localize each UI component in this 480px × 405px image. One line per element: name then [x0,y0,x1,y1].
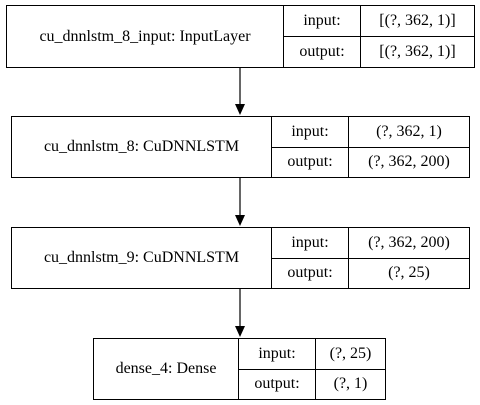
edge-lstm9-to-dense4 [235,289,245,337]
node-name: dense_4: Dense [94,339,239,399]
node-name: cu_dnnlstm_9: CuDNNLSTM [12,228,272,288]
output-label: output: [239,369,316,399]
input-shape: (?, 362, 200) [368,233,450,251]
node-dense-4: dense_4: Dense input: (?, 25) output: (?… [93,338,386,400]
input-label: input: [272,228,349,258]
output-shape: [(?, 362, 1)] [379,43,456,60]
input-label: input: [239,339,316,369]
input-label: input: [284,6,361,36]
edge-input-to-lstm8 [235,68,245,115]
node-cu-dnnlstm-8: cu_dnnlstm_8: CuDNNLSTM input: (?, 362, … [11,116,470,178]
output-label: output: [272,258,349,288]
node-cu-dnnlstm-9: cu_dnnlstm_9: CuDNNLSTM input: (?, 362, … [11,227,470,289]
input-label: input: [272,117,349,147]
node-name: cu_dnnlstm_8_input: InputLayer [7,6,284,67]
input-shape: [(?, 362, 1)] [379,12,456,29]
output-label: output: [284,37,361,67]
edge-lstm8-to-lstm9 [235,178,245,226]
node-name: cu_dnnlstm_8: CuDNNLSTM [12,117,272,177]
input-shape: (?, 25) [329,344,372,362]
output-shape: (?, 25) [388,264,430,282]
output-shape: (?, 1) [333,375,368,393]
node-input-layer: cu_dnnlstm_8_input: InputLayer input: [(… [6,5,475,68]
output-label: output: [272,147,349,177]
input-shape: (?, 362, 1) [376,122,442,140]
output-shape: (?, 362, 200) [368,153,450,171]
